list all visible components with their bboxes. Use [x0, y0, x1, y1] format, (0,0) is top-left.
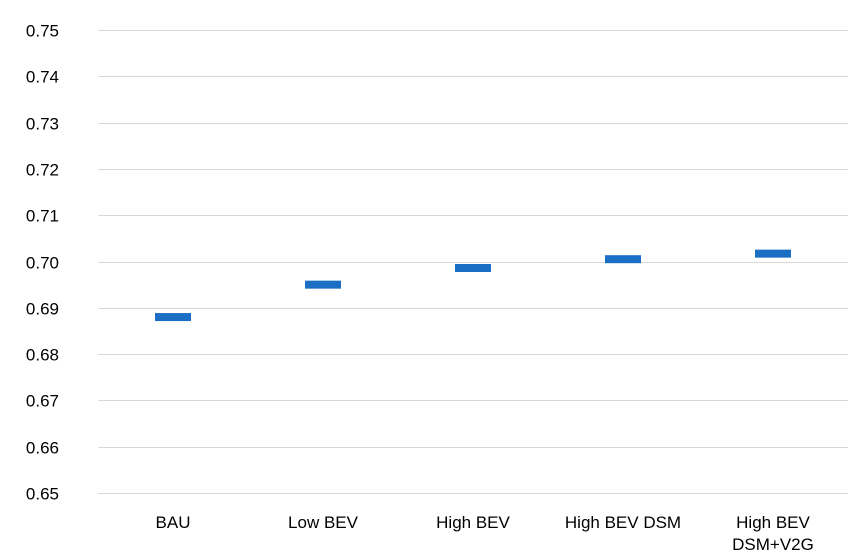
data-marker — [755, 249, 791, 258]
x-tick-label: Low BEV — [288, 513, 359, 532]
y-tick-label: 0.65 — [26, 485, 59, 504]
y-tick-label: 0.69 — [26, 300, 59, 319]
gridlines — [98, 30, 848, 494]
data-markers — [155, 249, 791, 322]
y-tick-label: 0.71 — [26, 207, 59, 226]
x-tick-label: High BEV DSM — [565, 513, 681, 532]
y-tick-label: 0.66 — [26, 439, 59, 458]
y-tick-label: 0.73 — [26, 115, 59, 134]
y-tick-label: 0.68 — [26, 346, 59, 365]
x-tick-label: High BEV — [436, 513, 510, 532]
y-tick-label: 0.75 — [26, 22, 59, 41]
x-tick-label: High BEV DSM+V2G — [732, 513, 814, 554]
y-tick-label: 0.67 — [26, 392, 59, 411]
y-tick-label: 0.70 — [26, 254, 59, 273]
data-marker — [605, 255, 641, 264]
x-axis-ticks: BAU Low BEV High BEV High BEV DSM High BEV DS… — [156, 513, 814, 554]
data-marker — [305, 280, 341, 289]
data-marker — [155, 313, 191, 322]
x-tick-label: BAU — [156, 513, 191, 532]
data-marker — [455, 263, 491, 272]
y-axis-ticks: 0.65 0.66 0.67 0.68 0.69 0.70 0.71 0.72 0.73 0.74… — [26, 22, 59, 504]
y-tick-label: 0.74 — [26, 68, 59, 87]
y-tick-label: 0.72 — [26, 161, 59, 180]
